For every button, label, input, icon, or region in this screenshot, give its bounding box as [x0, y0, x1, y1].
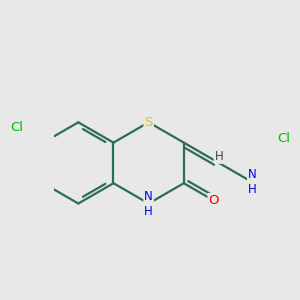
- Text: O: O: [208, 194, 219, 207]
- Text: Cl: Cl: [10, 121, 23, 134]
- Text: S: S: [145, 116, 153, 129]
- Text: H: H: [214, 150, 223, 163]
- Text: N
H: N H: [248, 168, 257, 196]
- Text: Cl: Cl: [277, 132, 290, 146]
- Text: N
H: N H: [144, 190, 153, 218]
